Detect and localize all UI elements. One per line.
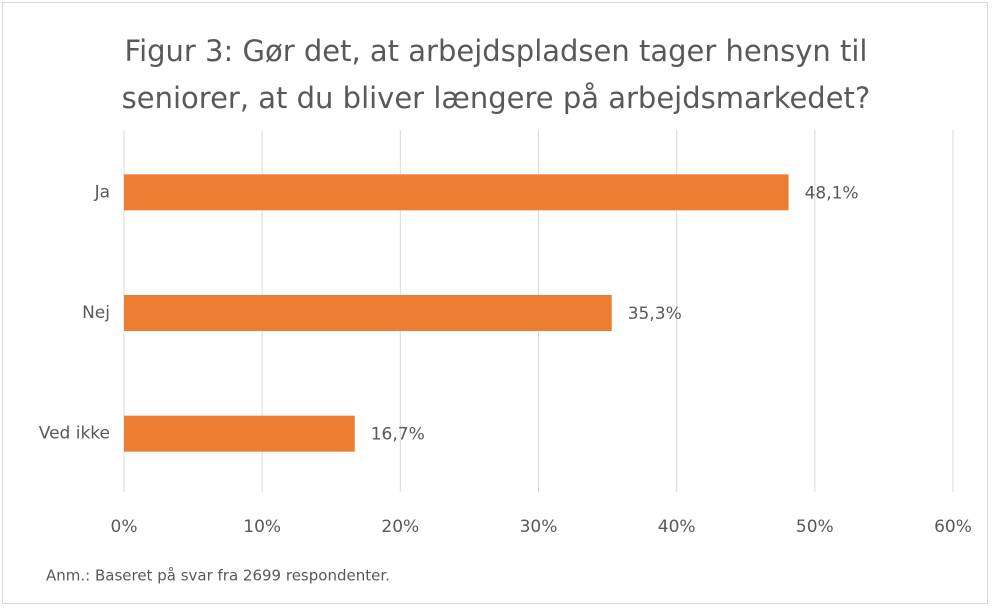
x-tick-label: 0%: [111, 517, 138, 537]
x-tick-label: 60%: [934, 517, 972, 537]
chart-title: Figur 3: Gør det, at arbejdspladsen tage…: [121, 34, 871, 115]
bar: [124, 295, 612, 331]
x-tick-label: 10%: [243, 517, 281, 537]
bar: [124, 174, 789, 211]
value-label: 35,3%: [628, 304, 682, 324]
y-tick-label: Ved ikke: [39, 424, 110, 444]
x-tick-label: 40%: [658, 517, 696, 537]
value-label: 16,7%: [371, 425, 425, 445]
value-label: 48,1%: [805, 183, 859, 203]
y-tick-label: Ja: [94, 182, 110, 202]
note: Anm.: Baseret på svar fra 2699 responden…: [46, 567, 390, 585]
x-tick-label: 20%: [381, 517, 419, 537]
x-tick-label: 50%: [796, 517, 834, 537]
x-tick-label: 30%: [520, 517, 558, 537]
bar: [124, 415, 355, 452]
y-tick-label: Nej: [82, 303, 110, 323]
